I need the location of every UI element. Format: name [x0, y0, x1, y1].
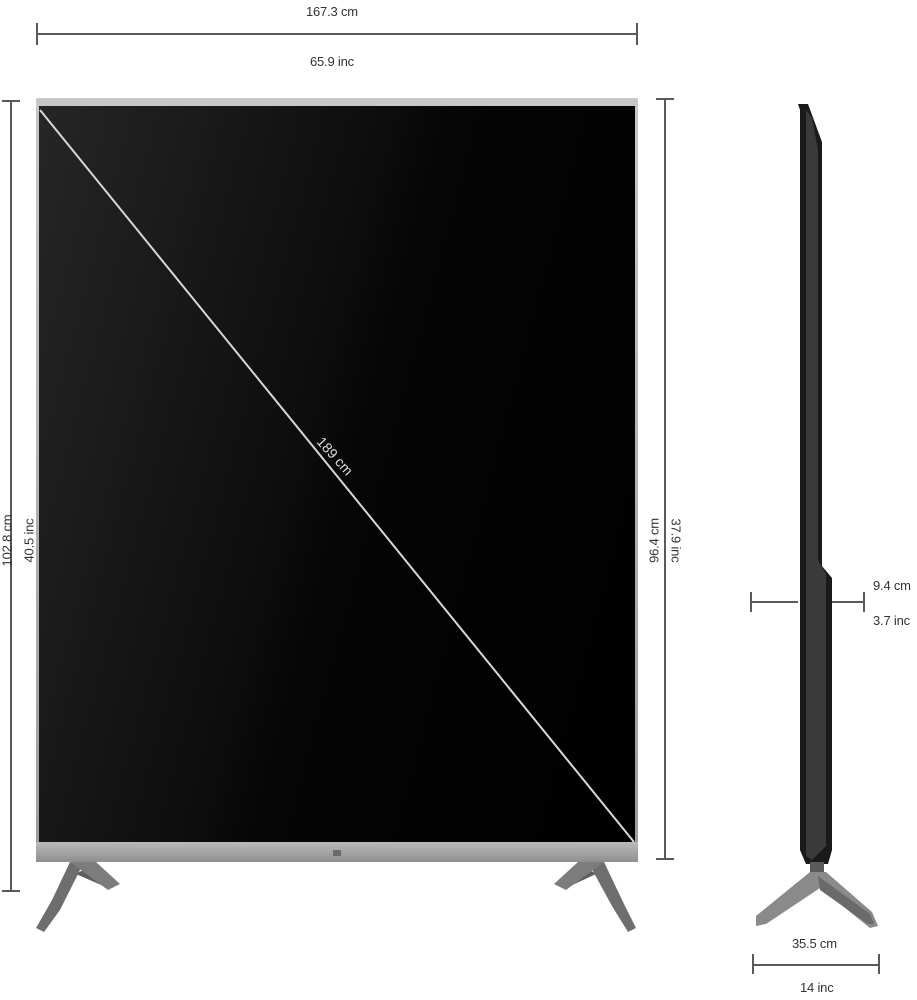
- depth-dimension-line-left: [750, 601, 798, 603]
- depth-dimension-line-right: [832, 601, 864, 603]
- stand-depth-cm-label: 35.5 cm: [792, 936, 837, 951]
- diagonal-line: [39, 109, 635, 843]
- depth-tick-left: [750, 592, 752, 612]
- width-dimension-tick-left: [36, 23, 38, 45]
- total-height-tick-top: [2, 100, 20, 102]
- screen-height-tick-bottom: [656, 858, 674, 860]
- left-stand-foot: [36, 862, 120, 932]
- width-inch-label: 65.9 inc: [310, 54, 354, 69]
- stand-depth-tick-right: [878, 954, 880, 974]
- width-dimension-line: [37, 33, 638, 35]
- total-height-tick-bottom: [2, 890, 20, 892]
- tv-side-view: [756, 104, 878, 928]
- width-cm-label: 167.3 cm: [306, 4, 358, 19]
- depth-inch-label: 3.7 inc: [873, 613, 910, 628]
- screen-height-dimension-line: [664, 98, 666, 860]
- stand-depth-tick-left: [752, 954, 754, 974]
- stand-depth-dimension-line: [752, 964, 880, 966]
- tv-logo-mark: [333, 850, 341, 856]
- depth-cm-label: 9.4 cm: [873, 578, 911, 593]
- width-dimension-tick-right: [636, 23, 638, 45]
- stand-depth-inch-label: 14 inc: [800, 980, 834, 995]
- right-stand-foot: [554, 862, 636, 932]
- depth-tick-right: [863, 592, 865, 612]
- screen-height-tick-top: [656, 98, 674, 100]
- total-height-dimension-line: [10, 100, 12, 892]
